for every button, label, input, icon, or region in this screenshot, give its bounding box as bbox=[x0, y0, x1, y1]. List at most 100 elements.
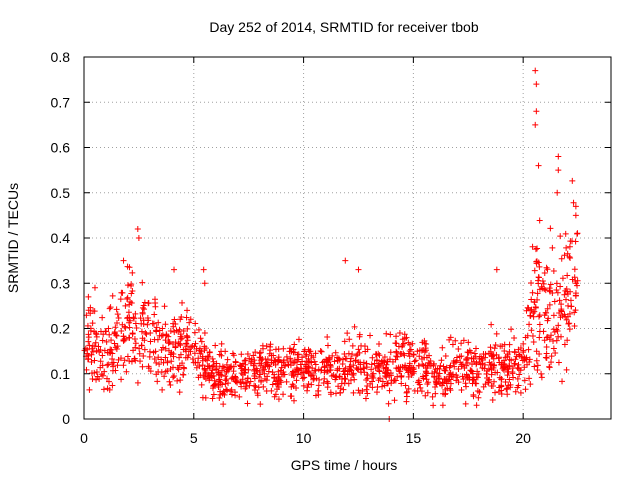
data-point bbox=[285, 362, 292, 369]
data-point bbox=[337, 385, 344, 392]
data-point bbox=[247, 378, 254, 385]
x-tick-label: 10 bbox=[296, 430, 312, 446]
data-point bbox=[331, 358, 338, 365]
data-point bbox=[312, 361, 319, 368]
data-point bbox=[350, 389, 357, 396]
data-point bbox=[376, 367, 383, 374]
data-point bbox=[362, 395, 369, 402]
data-point bbox=[565, 320, 572, 327]
data-point bbox=[133, 324, 140, 331]
data-point bbox=[342, 257, 349, 264]
data-point bbox=[113, 345, 120, 352]
data-point bbox=[120, 257, 127, 264]
data-point bbox=[267, 343, 274, 350]
data-point bbox=[150, 320, 157, 327]
data-point bbox=[183, 314, 190, 321]
data-point bbox=[463, 383, 470, 390]
data-point bbox=[159, 386, 166, 393]
data-point bbox=[209, 355, 216, 362]
data-point bbox=[216, 363, 223, 370]
data-point bbox=[345, 380, 352, 387]
data-point bbox=[544, 266, 551, 273]
data-point bbox=[480, 350, 487, 357]
data-point bbox=[176, 354, 183, 361]
data-point bbox=[550, 268, 557, 275]
data-point bbox=[572, 212, 579, 219]
data-point bbox=[355, 266, 362, 273]
data-point bbox=[500, 357, 507, 364]
data-point bbox=[437, 362, 444, 369]
data-point bbox=[566, 320, 573, 327]
data-point bbox=[384, 358, 391, 365]
data-point bbox=[211, 377, 218, 384]
data-point bbox=[553, 286, 560, 293]
data-point bbox=[88, 351, 95, 358]
data-point bbox=[393, 348, 400, 355]
data-point bbox=[479, 360, 486, 367]
data-point bbox=[142, 329, 149, 336]
data-point bbox=[550, 312, 557, 319]
data-point bbox=[554, 328, 561, 335]
data-point bbox=[295, 351, 302, 358]
data-point bbox=[367, 332, 374, 339]
data-point bbox=[280, 357, 287, 364]
data-point bbox=[104, 375, 111, 382]
data-point bbox=[530, 339, 537, 346]
data-point bbox=[103, 338, 110, 345]
data-point bbox=[118, 376, 125, 383]
data-point bbox=[179, 299, 186, 306]
data-point bbox=[160, 344, 167, 351]
data-point bbox=[294, 351, 301, 358]
data-point bbox=[355, 346, 362, 353]
data-point bbox=[216, 395, 223, 402]
data-point bbox=[471, 350, 478, 357]
data-point bbox=[548, 359, 555, 366]
data-point bbox=[406, 348, 413, 354]
data-point bbox=[536, 334, 543, 341]
data-point bbox=[555, 333, 562, 340]
data-point bbox=[94, 373, 101, 380]
data-point bbox=[270, 352, 277, 359]
data-point bbox=[257, 357, 264, 364]
data-point bbox=[531, 267, 538, 274]
x-tick-label: 15 bbox=[406, 430, 422, 446]
data-point bbox=[493, 266, 500, 273]
data-point bbox=[162, 321, 169, 328]
data-point bbox=[532, 67, 539, 74]
data-point bbox=[272, 391, 279, 398]
data-point bbox=[527, 312, 534, 319]
data-point bbox=[114, 343, 121, 350]
data-point bbox=[340, 368, 347, 375]
data-point bbox=[264, 373, 271, 380]
data-point bbox=[113, 320, 120, 327]
data-point bbox=[423, 341, 430, 348]
data-point bbox=[360, 365, 367, 372]
data-point bbox=[530, 313, 537, 320]
data-point bbox=[202, 394, 209, 401]
data-point bbox=[533, 108, 540, 115]
data-point bbox=[206, 364, 213, 371]
data-point bbox=[143, 331, 150, 338]
data-point bbox=[201, 280, 208, 287]
data-point bbox=[239, 371, 246, 378]
data-point bbox=[315, 382, 322, 389]
data-point bbox=[352, 357, 359, 364]
data-point bbox=[396, 368, 403, 375]
data-point bbox=[182, 346, 189, 353]
data-point bbox=[122, 324, 129, 331]
data-point bbox=[447, 369, 454, 376]
data-point bbox=[141, 346, 148, 353]
data-point bbox=[89, 345, 96, 352]
data-point bbox=[270, 360, 277, 367]
data-point bbox=[192, 340, 199, 347]
data-point bbox=[441, 367, 448, 374]
data-point bbox=[515, 382, 522, 389]
data-point bbox=[453, 372, 460, 379]
grid-lines bbox=[84, 57, 611, 419]
data-point bbox=[443, 380, 450, 387]
data-point bbox=[153, 324, 160, 331]
data-point bbox=[135, 235, 142, 241]
data-point bbox=[574, 230, 581, 237]
data-point bbox=[99, 372, 106, 379]
data-point bbox=[127, 317, 134, 324]
